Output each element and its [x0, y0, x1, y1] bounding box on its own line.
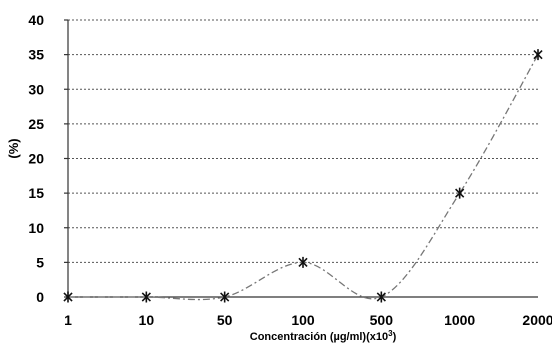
- series-line: [68, 54, 539, 301]
- x-tick-label: 1000: [444, 312, 475, 328]
- x-tick-label: 50: [217, 312, 233, 328]
- x-axis-title-superscript: 3: [388, 329, 393, 338]
- series: [68, 54, 539, 301]
- x-tick-label: 1: [64, 312, 72, 328]
- data-point-marker: [63, 291, 73, 303]
- y-tick-labels: 0 5 10 15 20 25 30 35 40: [28, 12, 44, 305]
- y-tick-label: 10: [28, 220, 44, 236]
- y-tick-label: 35: [28, 47, 44, 63]
- gridlines: [68, 19, 538, 263]
- data-point-marker: [141, 291, 151, 303]
- x-axis-title: Concentración (µg/ml)(x103): [250, 329, 397, 344]
- y-tick-label: 15: [28, 185, 44, 201]
- x-tick-labels: 1 10 50 100 500 1000 2000: [64, 312, 552, 328]
- x-tick-label: 500: [370, 312, 394, 328]
- y-tick-label: 5: [36, 254, 44, 270]
- y-tick-label: 25: [28, 116, 44, 132]
- data-point-marker: [298, 256, 308, 268]
- x-tick-label: 100: [291, 312, 315, 328]
- data-point-marker: [376, 291, 386, 303]
- x-axis-title-close: ): [393, 331, 397, 343]
- x-tick-label: 2000: [522, 312, 552, 328]
- markers: [63, 49, 543, 303]
- y-tick-label: 40: [28, 12, 44, 28]
- x-axis-title-main: Concentración (µg/ml)(x10: [250, 331, 388, 343]
- y-tick-label: 0: [36, 289, 44, 305]
- y-tick-label: 30: [28, 81, 44, 97]
- data-point-marker: [455, 187, 465, 199]
- data-point-marker: [220, 291, 230, 303]
- x-tick-label: 10: [139, 312, 155, 328]
- y-tick-label: 20: [28, 151, 44, 167]
- y-axis-title: (%): [6, 138, 21, 158]
- data-point-marker: [533, 49, 543, 61]
